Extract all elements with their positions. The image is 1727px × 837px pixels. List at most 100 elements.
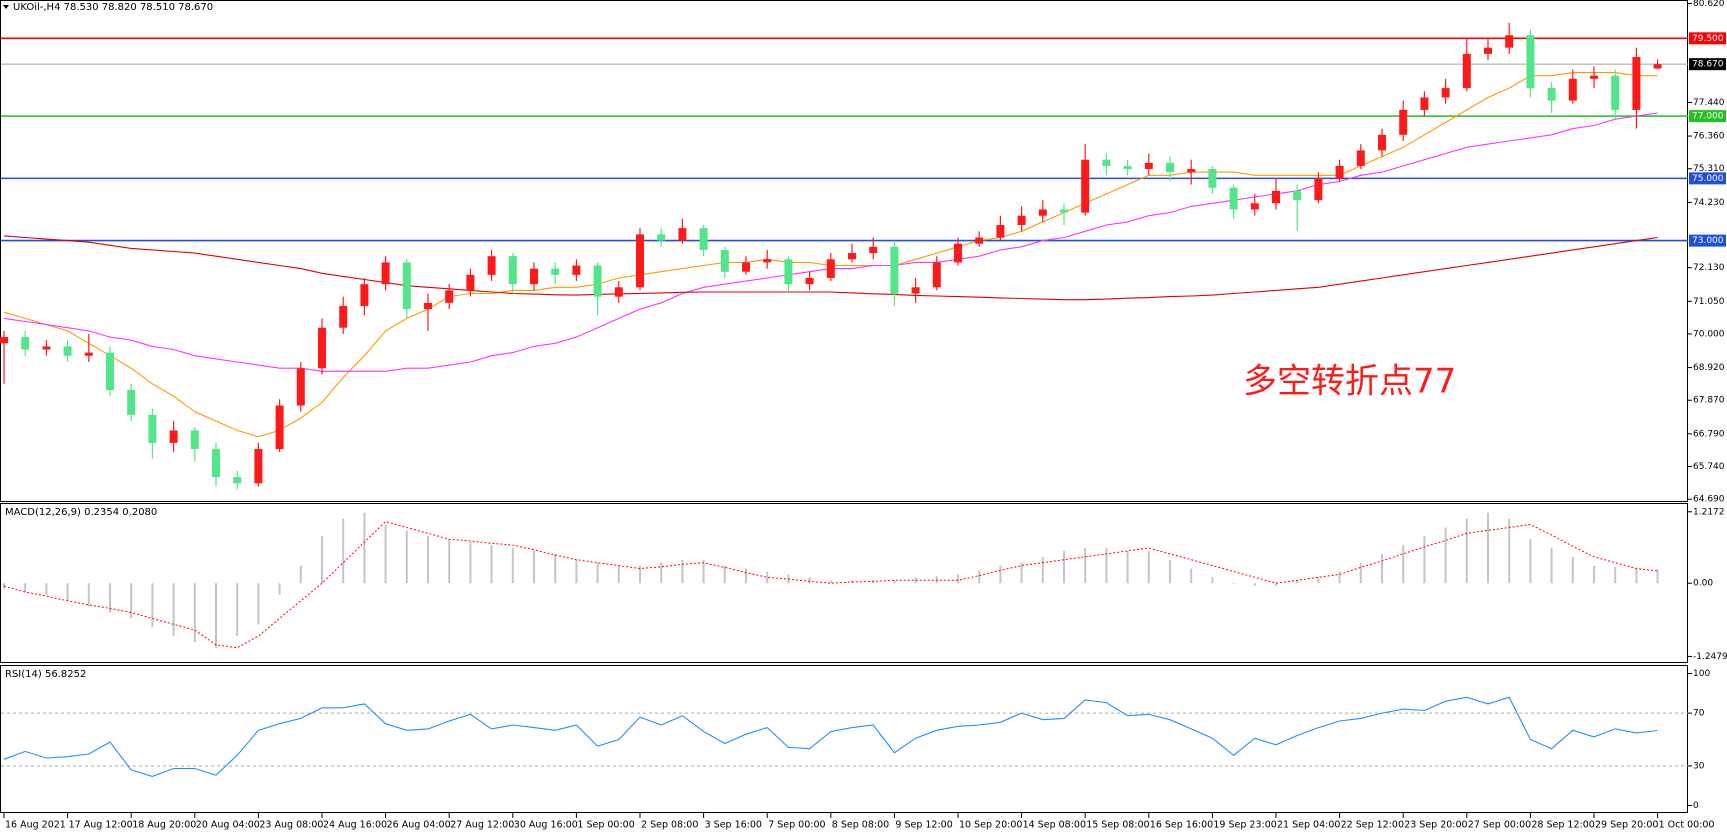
candle-body (1335, 165, 1344, 179)
y-tick-label: 74.230 (1693, 198, 1725, 208)
candle-body (1166, 162, 1174, 173)
candle-body (190, 430, 199, 450)
candle-body (699, 228, 708, 250)
x-tick-label: 14 Sep 08:00 (1023, 820, 1086, 831)
x-tick-label: 9 Sep 12:00 (895, 820, 952, 831)
x-tick-label: 8 Sep 08:00 (832, 820, 889, 831)
candle-body (1081, 159, 1090, 213)
x-tick-label: 19 Sep 23:00 (1213, 820, 1276, 831)
candle-body (318, 327, 326, 369)
candle-body (975, 237, 984, 244)
macd-bar (1487, 512, 1489, 584)
macd-bar (1317, 577, 1320, 584)
x-tick-label: 22 Sep 12:00 (1341, 820, 1404, 831)
x-tick-label: 2 Sep 08:00 (641, 820, 698, 831)
x-tick-label: 20 Aug 04:00 (196, 820, 260, 831)
candle-body (1208, 169, 1217, 188)
macd-bar (957, 574, 959, 584)
last-price-label: 78.670 (1692, 60, 1724, 70)
macd-bar (151, 583, 154, 628)
macd-bar (321, 536, 323, 584)
candle-body (233, 477, 242, 484)
symbol-menu-arrow (3, 5, 9, 9)
macd-bar (299, 565, 302, 584)
level-tag (1689, 172, 1726, 185)
macd-bar (257, 583, 260, 625)
candle-body (720, 249, 729, 272)
y-tick-label: 65.740 (1693, 462, 1725, 472)
macd-bar (745, 568, 747, 584)
macd-bar (363, 512, 366, 584)
candle-body (1505, 35, 1514, 48)
macd-bar (1211, 577, 1214, 584)
candle-body (275, 405, 284, 450)
macd-signal (3, 521, 1658, 649)
candle-body (1526, 35, 1535, 89)
x-tick-label: 26 Aug 04:00 (387, 820, 451, 831)
candle-body (445, 290, 454, 303)
macd-bar (1402, 545, 1405, 584)
macd-bar (511, 548, 514, 584)
macd-bar (1529, 539, 1532, 584)
y-tick-label: 77.440 (1693, 98, 1725, 108)
x-tick-label: 7 Sep 00:00 (768, 820, 825, 831)
candle-body (805, 277, 814, 285)
macd-bar (1063, 550, 1065, 584)
candle-body (1187, 169, 1196, 173)
x-tick-label: 18 Aug 20:00 (132, 820, 196, 831)
candle-body (1653, 64, 1662, 69)
candle-body (1123, 165, 1132, 170)
macd-bar (490, 545, 493, 584)
y-tick-label: 70 (1693, 709, 1705, 719)
macd-bar (914, 577, 917, 584)
x-tick-label: 1 Sep 00:00 (577, 820, 634, 831)
candle-body (1038, 209, 1047, 216)
macd-bar (278, 583, 281, 595)
y-tick-label: 70.000 (1693, 329, 1725, 339)
x-tick-label: 16 Aug 2021 (5, 820, 66, 831)
macd-bar (1253, 583, 1256, 587)
macd-bar (1359, 562, 1362, 584)
y-tick-label: 67.870 (1693, 396, 1725, 406)
y-tick-label: 100 (1693, 669, 1710, 679)
macd-bar (999, 565, 1002, 584)
candle-body (381, 262, 390, 285)
macd-bar (1338, 571, 1341, 584)
macd-bar (66, 583, 69, 601)
candle-body (572, 265, 581, 275)
macd-bar (1232, 583, 1235, 584)
x-tick-label: 29 Sep 20:00 (1595, 820, 1658, 831)
macd-bar (1126, 550, 1129, 584)
candle-body (1293, 190, 1302, 201)
x-tick-label: 15 Sep 08:00 (1086, 820, 1149, 831)
x-tick-label: 10 Sep 20:00 (959, 820, 1022, 831)
macd-bar (1423, 536, 1426, 584)
candle-body (1441, 88, 1450, 98)
macd-bar (24, 583, 27, 593)
y-tick-label: -1.2479 (1693, 652, 1727, 662)
macd-bar (87, 583, 90, 607)
y-tick-label: 0 (1693, 801, 1699, 811)
candle-body (1144, 162, 1153, 170)
macd-bar (1147, 550, 1150, 584)
macd-bar (1571, 556, 1574, 584)
level-tag (1689, 234, 1726, 247)
macd-bar (1465, 518, 1468, 584)
candle-body (996, 225, 1005, 238)
candle-body (1632, 57, 1641, 110)
candle-body (487, 256, 496, 275)
candle-body (127, 389, 136, 415)
macd-bar (829, 580, 832, 584)
macd-bar (681, 559, 684, 584)
macd-bar (808, 577, 811, 584)
candle-body (1017, 215, 1026, 226)
candle-body (614, 287, 623, 297)
candle-body (466, 274, 475, 291)
x-tick-label: 1 Oct 00:00 (1659, 820, 1715, 831)
macd-bar (1508, 518, 1511, 584)
y-tick-label: 1.2172 (1693, 507, 1725, 517)
x-tick-label: 28 Sep 12:00 (1531, 820, 1594, 831)
candle-body (212, 449, 220, 478)
macd-bar (575, 559, 578, 584)
